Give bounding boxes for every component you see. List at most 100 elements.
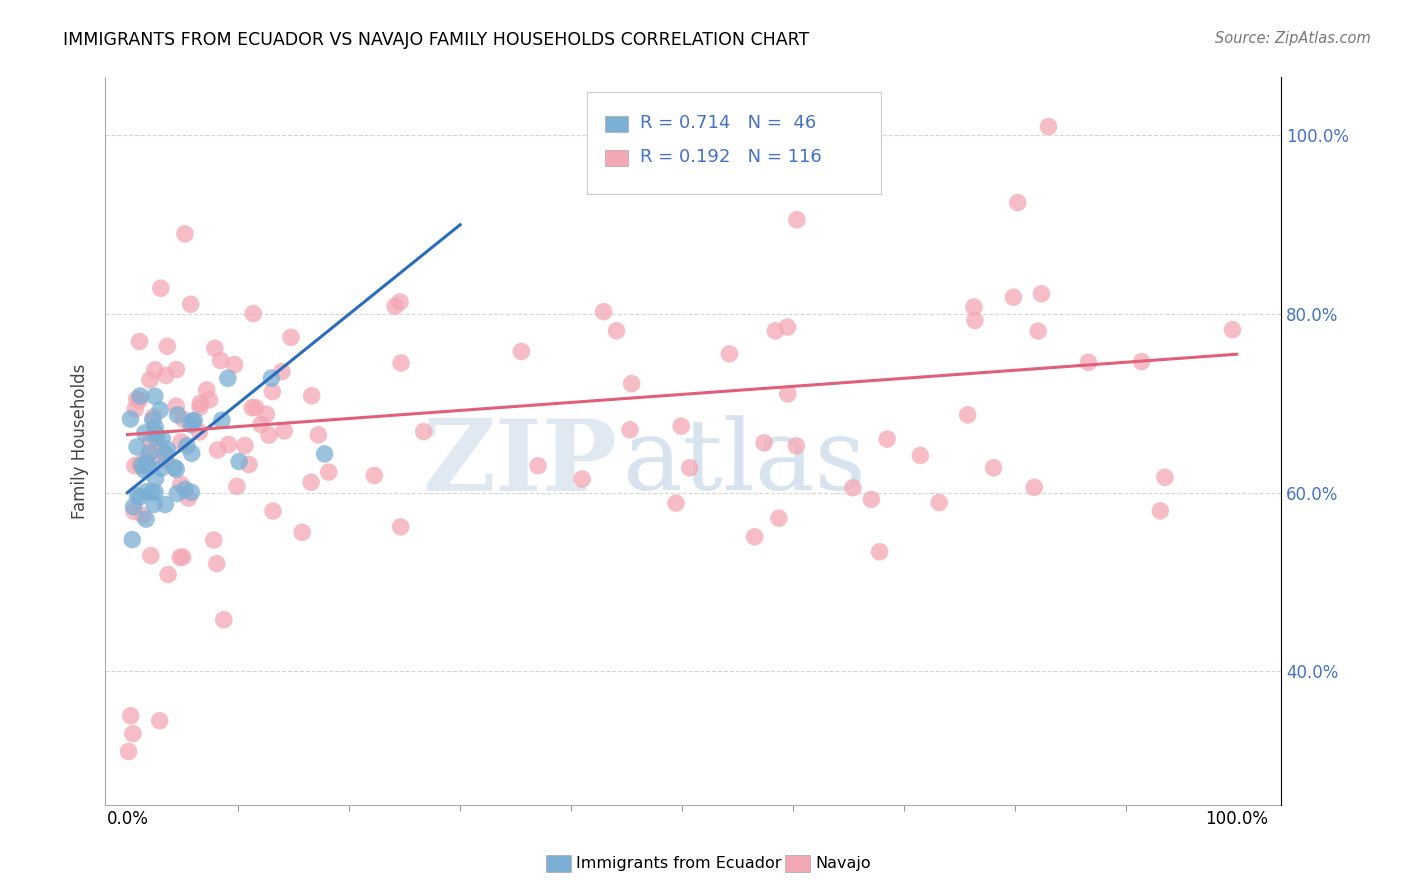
Point — [240, 401, 263, 415]
Point — [744, 530, 766, 544]
Point — [389, 356, 412, 370]
Text: IMMIGRANTS FROM ECUADOR VS NAVAJO FAMILY HOUSEHOLDS CORRELATION CHART: IMMIGRANTS FROM ECUADOR VS NAVAJO FAMILY… — [63, 31, 810, 49]
Point — [166, 408, 188, 422]
Point — [768, 511, 790, 525]
Point — [606, 324, 628, 338]
Point — [170, 477, 193, 491]
Point — [389, 294, 412, 309]
Point — [143, 497, 166, 511]
Point — [510, 344, 533, 359]
Point — [122, 504, 145, 518]
Point — [127, 489, 149, 503]
Point — [149, 714, 172, 728]
Point — [207, 443, 229, 458]
Point — [619, 423, 641, 437]
Point — [181, 414, 204, 428]
Point — [983, 460, 1005, 475]
Point — [166, 362, 188, 376]
Point — [363, 468, 385, 483]
Point — [238, 458, 260, 472]
Text: Source: ZipAtlas.com: Source: ZipAtlas.com — [1215, 31, 1371, 46]
Point — [143, 363, 166, 377]
Point — [156, 442, 179, 457]
Point — [172, 412, 194, 426]
FancyBboxPatch shape — [605, 150, 628, 166]
Point — [271, 365, 294, 379]
Point — [139, 446, 162, 460]
Point — [786, 212, 808, 227]
Point — [910, 449, 932, 463]
Point — [132, 508, 155, 523]
Text: Immigrants from Ecuador: Immigrants from Ecuador — [576, 856, 782, 871]
Point — [262, 504, 284, 518]
Point — [180, 417, 202, 432]
Point — [142, 413, 165, 427]
Point — [209, 353, 232, 368]
Point — [527, 458, 550, 473]
Point — [776, 387, 799, 401]
Point — [145, 431, 167, 445]
Point — [188, 425, 211, 439]
Point — [150, 432, 173, 446]
Point — [763, 324, 786, 338]
Point — [139, 373, 162, 387]
Point — [149, 281, 172, 295]
Point — [165, 462, 187, 476]
Point — [1038, 120, 1060, 134]
Point — [963, 300, 986, 314]
Point — [165, 399, 187, 413]
Point — [177, 491, 200, 505]
Point — [125, 392, 148, 406]
Point — [145, 435, 167, 450]
Point — [176, 439, 198, 453]
Point — [174, 483, 197, 497]
Text: atlas: atlas — [623, 415, 865, 511]
Point — [876, 432, 898, 446]
Point — [139, 434, 162, 449]
Point — [172, 549, 194, 564]
Point — [318, 465, 340, 479]
Point — [254, 407, 277, 421]
Point — [129, 389, 152, 403]
Point — [956, 408, 979, 422]
Point — [138, 460, 160, 475]
Point — [217, 437, 239, 451]
Point — [188, 396, 211, 410]
Point — [412, 425, 434, 439]
Point — [1130, 354, 1153, 368]
Point — [155, 453, 177, 467]
Point — [250, 417, 273, 432]
Point — [170, 434, 193, 449]
Point — [198, 392, 221, 407]
Point — [131, 458, 153, 472]
Point — [135, 484, 157, 499]
Point — [195, 383, 218, 397]
Point — [389, 520, 412, 534]
Point — [211, 413, 233, 427]
Point — [174, 227, 197, 241]
Point — [143, 389, 166, 403]
Point — [142, 409, 165, 424]
Point — [180, 297, 202, 311]
Point — [928, 495, 950, 509]
Point — [155, 497, 177, 511]
Point — [665, 496, 688, 510]
Point — [384, 299, 406, 313]
Point — [121, 533, 143, 547]
Point — [860, 492, 883, 507]
Point — [752, 435, 775, 450]
Point — [291, 525, 314, 540]
Point — [679, 460, 702, 475]
FancyBboxPatch shape — [605, 116, 628, 132]
Point — [142, 450, 165, 464]
Point — [260, 371, 283, 385]
FancyBboxPatch shape — [588, 92, 882, 194]
Point — [212, 613, 235, 627]
Point — [156, 339, 179, 353]
Point — [128, 393, 150, 408]
Point — [163, 460, 186, 475]
Point — [1026, 324, 1049, 338]
Point — [183, 413, 205, 427]
Point — [869, 545, 891, 559]
Point — [592, 304, 614, 318]
